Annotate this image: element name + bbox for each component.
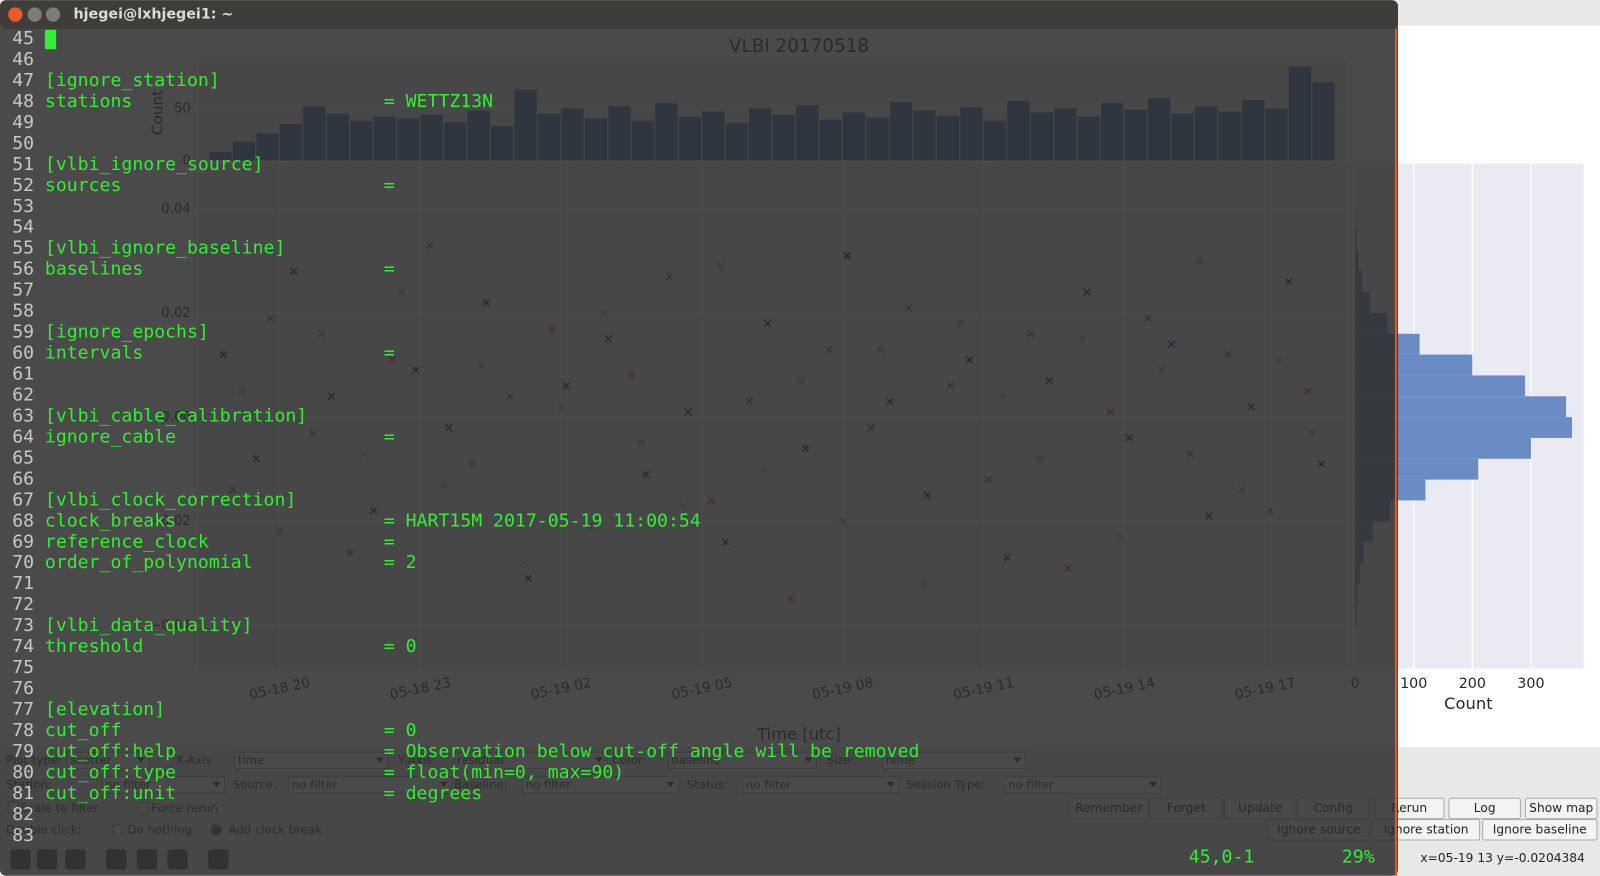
line-number: 78 xyxy=(12,720,34,741)
config-line: sources = xyxy=(45,175,395,196)
config-line: reference_clock = xyxy=(45,531,395,552)
config-line: [ignore_station] xyxy=(45,70,220,91)
hist-bar xyxy=(1355,437,1531,459)
line-number: 59 xyxy=(12,322,34,343)
maximize-button[interactable] xyxy=(45,7,61,22)
hist-bar xyxy=(1355,417,1572,438)
line-number: 56 xyxy=(12,259,34,280)
status-coords: x=05-19 13 y=-0.0204384 xyxy=(1420,851,1585,865)
line-number: 80 xyxy=(12,762,34,783)
button-label: Show map xyxy=(1529,801,1593,815)
x-tick-label: 300 xyxy=(1517,676,1544,692)
line-number: 48 xyxy=(12,91,34,112)
button-label: Log xyxy=(1474,801,1496,815)
line-number: 64 xyxy=(12,426,34,447)
config-line: [vlbi_clock_correction] xyxy=(45,489,296,510)
line-number: 83 xyxy=(12,825,34,846)
config-line: cut_off:help = Observation below cut-off… xyxy=(45,741,919,762)
line-number: 77 xyxy=(12,699,34,720)
line-number: 46 xyxy=(12,49,34,70)
config-line: cut_off:unit = degrees xyxy=(45,783,482,804)
button-label: Rerun xyxy=(1391,801,1427,815)
line-number: 54 xyxy=(12,217,34,238)
button[interactable] xyxy=(1448,797,1521,820)
config-line: ignore_cable = xyxy=(45,426,395,447)
config-line: baselines = xyxy=(45,259,395,280)
terminal-bg xyxy=(0,0,1398,876)
button-label: Ignore baseline xyxy=(1493,822,1587,836)
config-line: clock_breaks = HART15M 2017-05-19 11:00:… xyxy=(45,510,701,531)
config-line: [vlbi_cable_calibration] xyxy=(45,405,307,426)
line-number: 58 xyxy=(12,301,34,322)
button[interactable] xyxy=(1482,819,1598,841)
line-number: 67 xyxy=(12,489,34,510)
line-number: 68 xyxy=(12,510,34,531)
line-number: 74 xyxy=(12,636,34,657)
line-number: 50 xyxy=(12,133,34,154)
config-line: threshold = 0 xyxy=(45,636,417,657)
line-number: 47 xyxy=(12,70,34,91)
config-line: cut_off = 0 xyxy=(45,720,417,741)
line-number: 61 xyxy=(12,364,34,385)
line-number: 49 xyxy=(12,112,34,133)
close-button[interactable] xyxy=(8,7,23,22)
title-bar xyxy=(0,0,1398,29)
line-number: 62 xyxy=(12,385,34,406)
line-number: 60 xyxy=(12,343,34,364)
scroll-percent: 29% xyxy=(1342,846,1375,867)
config-line: intervals = xyxy=(45,343,395,364)
config-line: cut_off:type = float(min=0, max=90) xyxy=(45,762,624,783)
button-label: Ignore station xyxy=(1384,822,1469,836)
side-x-label: Count xyxy=(1444,694,1492,713)
x-tick-label: 200 xyxy=(1459,676,1486,692)
line-number: 57 xyxy=(12,280,34,301)
line-number: 52 xyxy=(12,175,34,196)
cursor xyxy=(44,29,57,50)
hist-bar xyxy=(1355,396,1567,418)
line-number: 81 xyxy=(12,783,34,804)
minimize-button[interactable] xyxy=(27,7,42,22)
line-number: 53 xyxy=(12,196,34,217)
config-line: stations = WETTZ13N xyxy=(45,91,493,112)
line-number: 72 xyxy=(12,594,34,615)
config-line: [vlbi_data_quality] xyxy=(45,615,253,636)
line-number: 55 xyxy=(12,238,34,259)
button[interactable] xyxy=(1525,797,1598,820)
cursor-position: 45,0-1 xyxy=(1189,846,1255,867)
line-number: 76 xyxy=(12,678,34,699)
config-line: [vlbi_ignore_source] xyxy=(45,154,264,175)
config-line: [ignore_epochs] xyxy=(45,322,209,343)
line-number: 51 xyxy=(12,154,34,175)
line-number: 82 xyxy=(12,804,34,825)
config-line: order_of_polynomial = 2 xyxy=(45,552,417,573)
x-tick-label: 100 xyxy=(1400,676,1427,692)
line-number: 65 xyxy=(12,447,34,468)
line-number: 71 xyxy=(12,573,34,594)
line-number: 79 xyxy=(12,741,34,762)
line-number: 63 xyxy=(12,405,34,426)
line-number: 45 xyxy=(12,28,34,49)
config-line: [vlbi_ignore_baseline] xyxy=(45,238,285,259)
terminal-title: hjegei@lxhjegei1: ~ xyxy=(73,7,233,23)
config-line: [elevation] xyxy=(45,699,165,720)
line-number: 75 xyxy=(12,657,34,678)
line-number: 66 xyxy=(12,468,34,489)
line-number: 69 xyxy=(12,531,34,552)
line-number: 70 xyxy=(12,552,34,573)
line-number: 73 xyxy=(12,615,34,636)
